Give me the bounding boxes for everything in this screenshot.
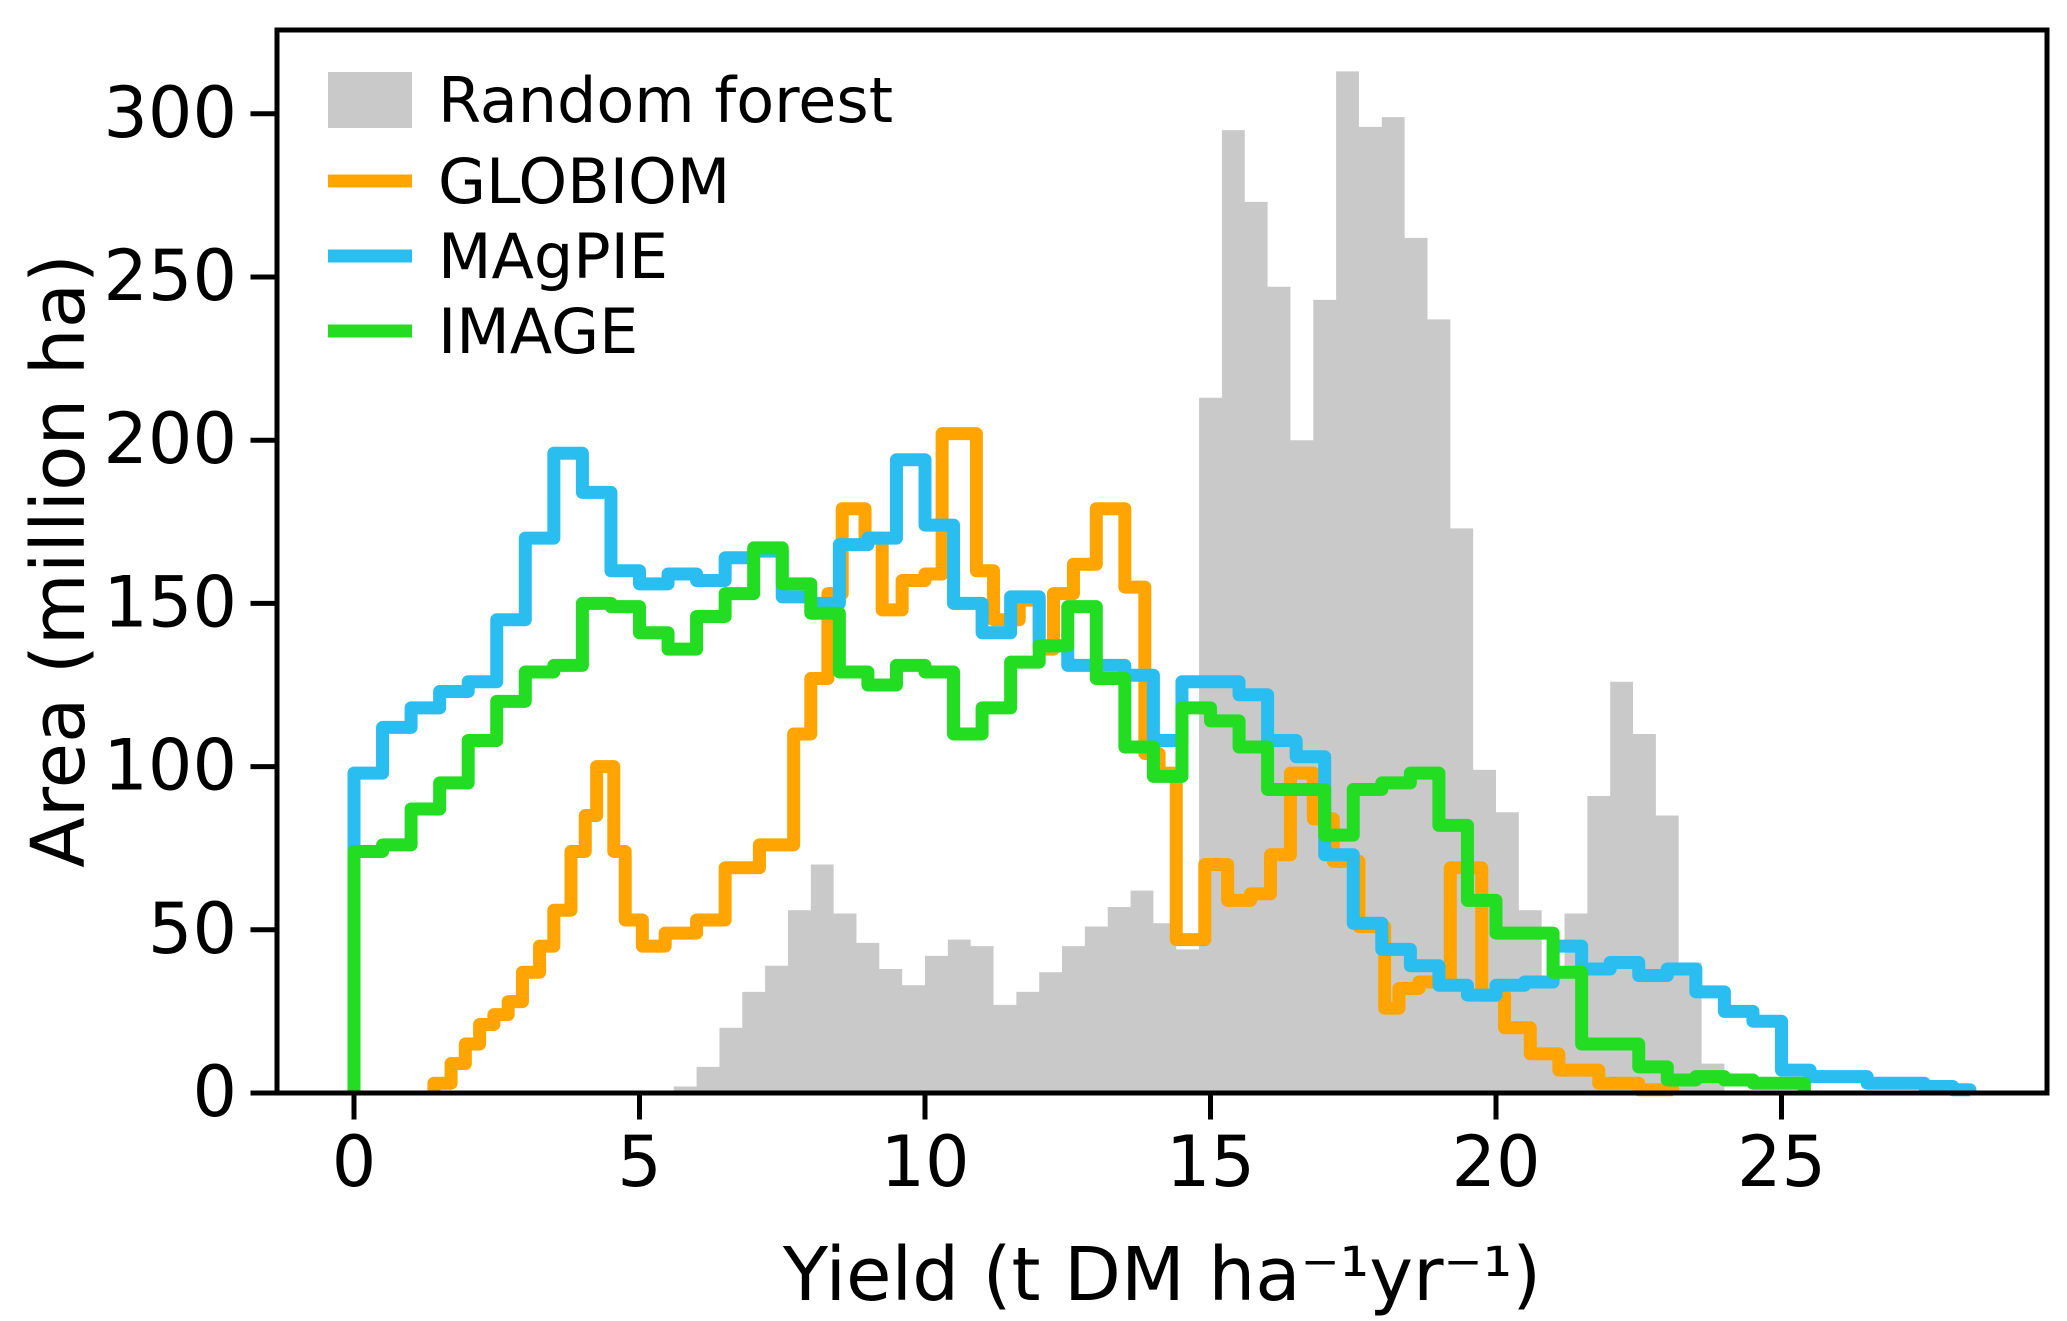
y-tick-label: 50 [148, 888, 237, 970]
series-magpie [347, 446, 1977, 1097]
legend-label: MAgPIE [438, 220, 668, 293]
x-tick-label: 5 [617, 1121, 662, 1203]
x-tick-label: 0 [332, 1121, 377, 1203]
x-tick-label: 15 [1166, 1121, 1255, 1203]
x-tick-label: 25 [1737, 1121, 1826, 1203]
legend-swatch [328, 72, 412, 128]
x-tick-label: 20 [1451, 1121, 1540, 1203]
legend-label: GLOBIOM [438, 145, 730, 218]
x-tick-label: 10 [880, 1121, 969, 1203]
legend-label: IMAGE [438, 295, 638, 368]
y-tick-label: 0 [192, 1051, 237, 1133]
series-globiom [427, 427, 1680, 1097]
legend-label: Random forest [438, 64, 893, 137]
legend-item-image: IMAGE [328, 295, 638, 368]
legend-item-globiom: GLOBIOM [328, 145, 730, 218]
series-image [347, 541, 1811, 1093]
y-tick-label: 250 [103, 235, 237, 317]
series-layer [347, 71, 1977, 1097]
y-tick-label: 100 [103, 725, 237, 807]
y-tick-label: 200 [103, 398, 237, 480]
x-axis-title: Yield (t DM ha⁻¹yr⁻¹) [782, 1232, 1541, 1318]
legend-item-random-forest: Random forest [328, 64, 893, 137]
y-axis-title: Area (million ha) [16, 254, 102, 868]
legend-item-magpie: MAgPIE [328, 220, 668, 293]
y-tick-label: 300 [103, 72, 237, 154]
y-tick-label: 150 [103, 561, 237, 643]
